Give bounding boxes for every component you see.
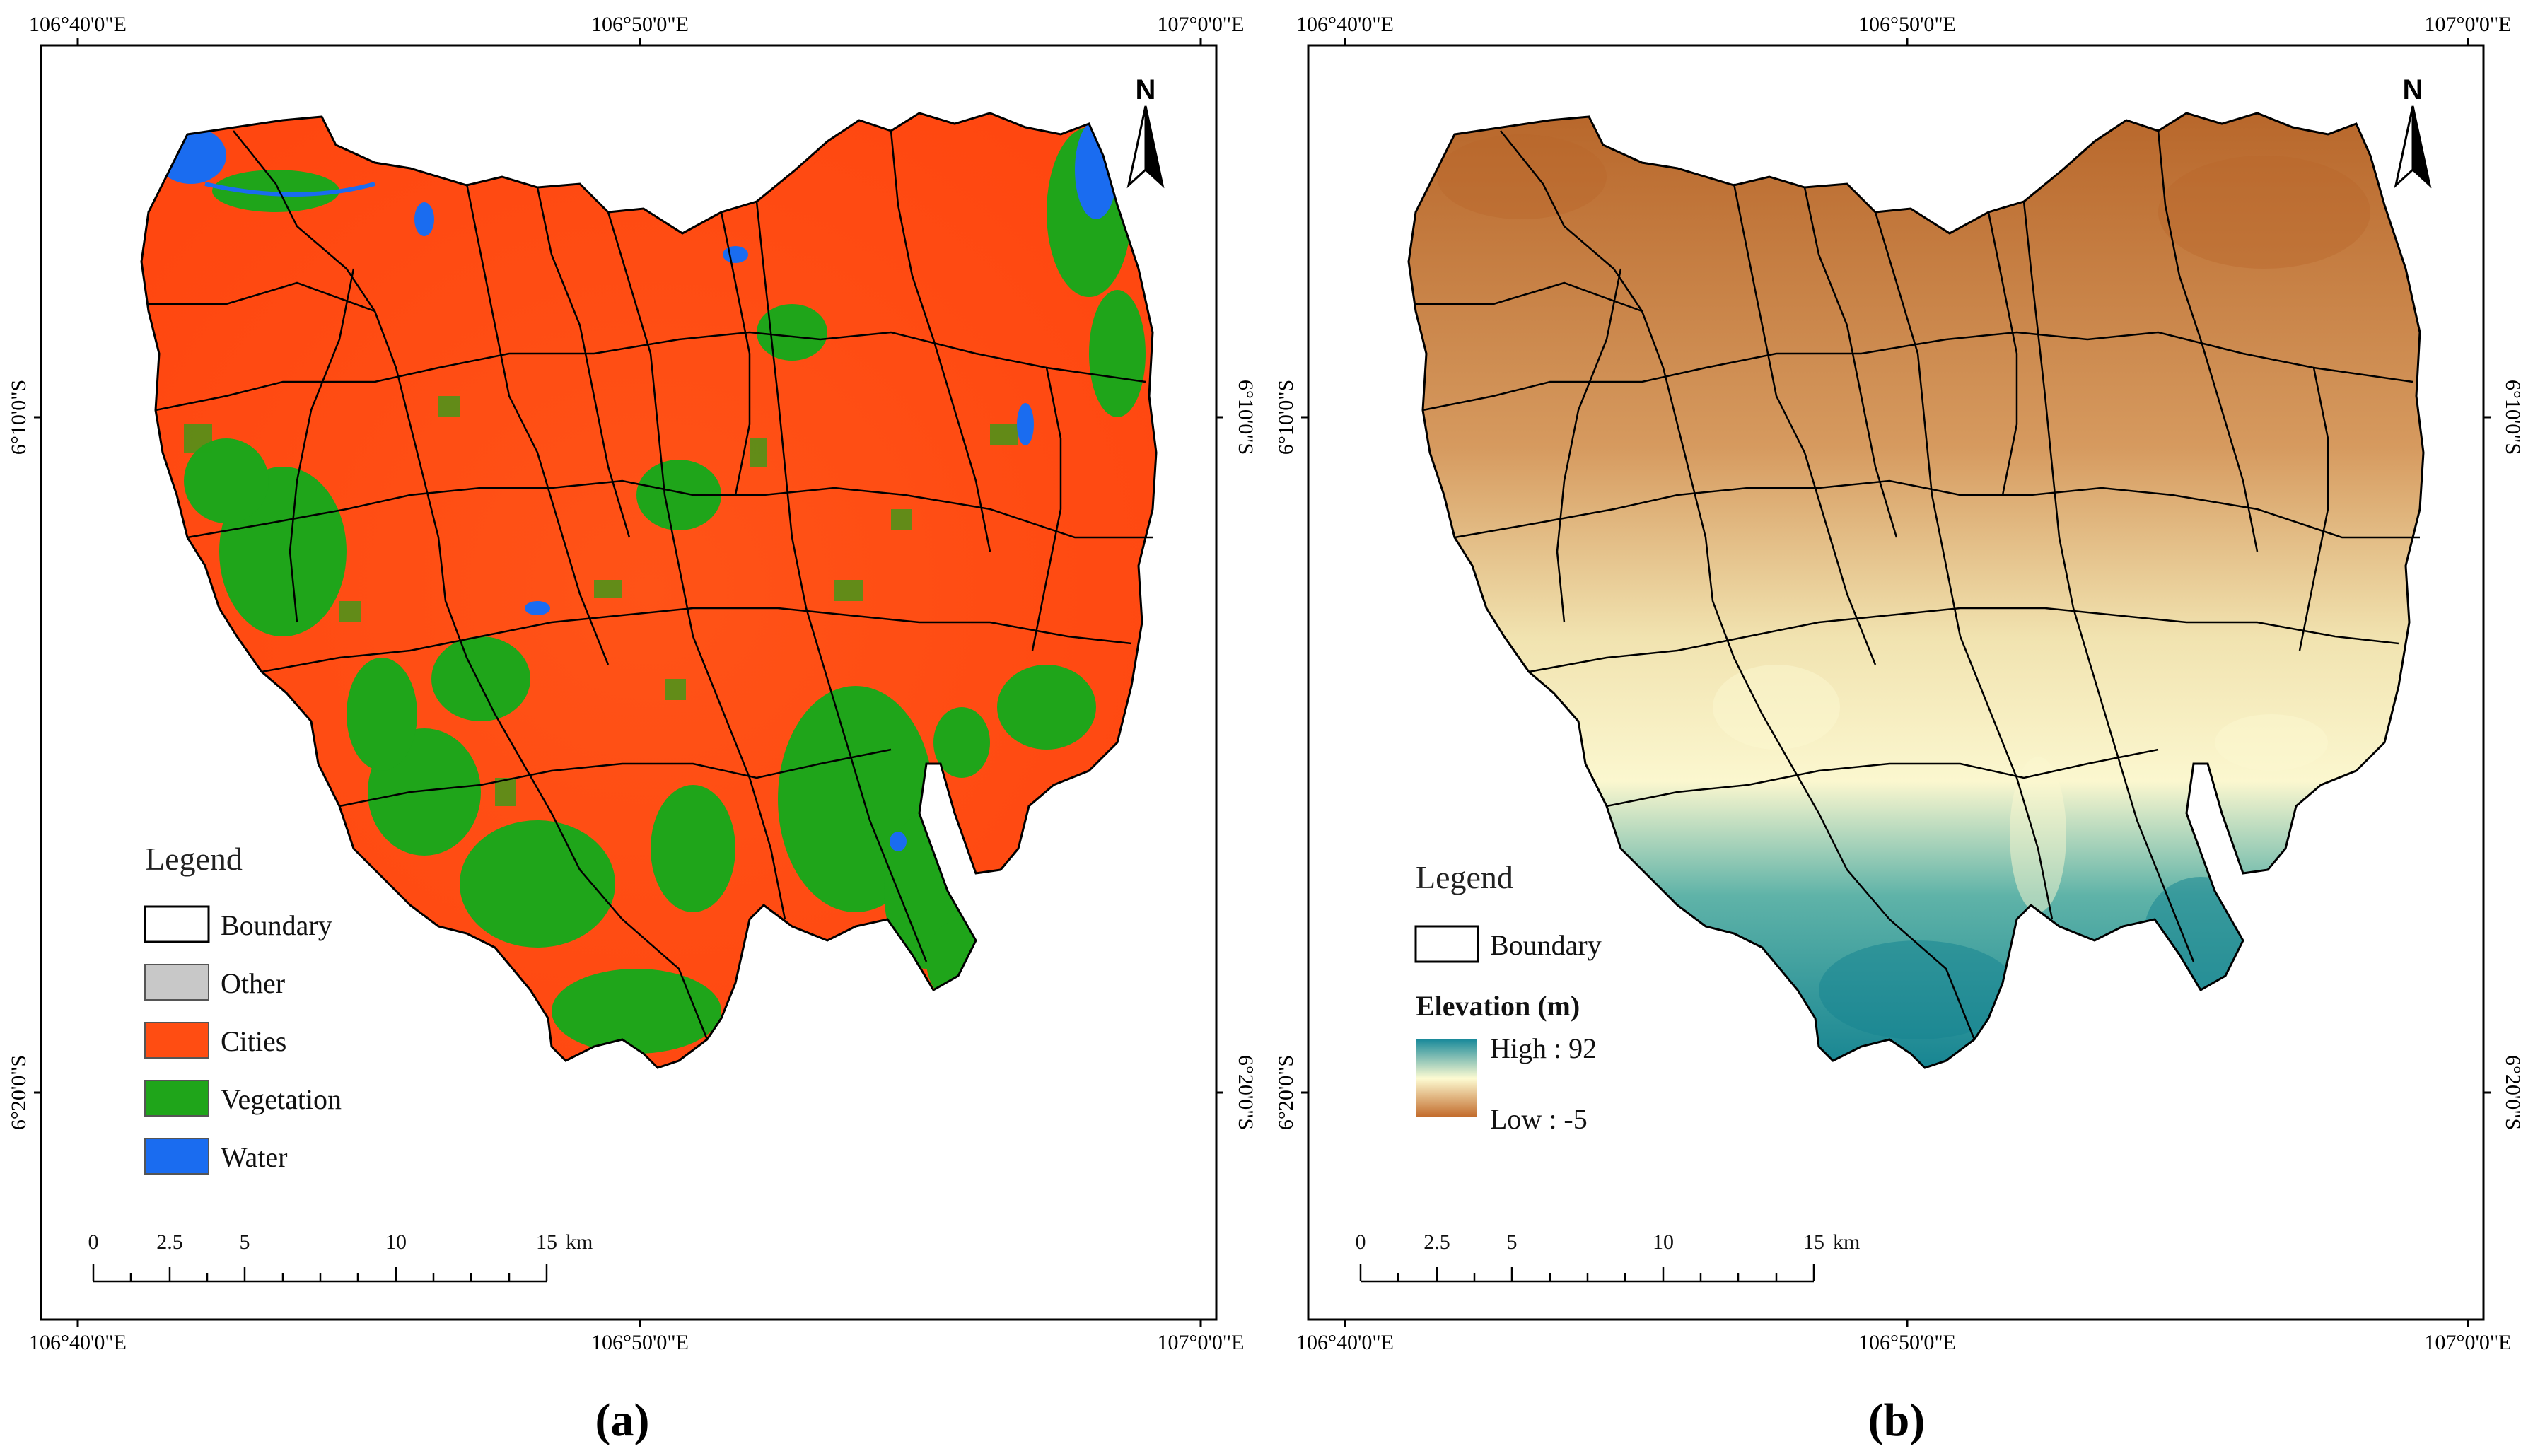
legend-label: Boundary [221,909,332,941]
panel-a: 106°40'0"E 106°50'0"E 107°0'0"E 106°40'0… [7,13,1257,1446]
scale-tick-1-b: 2.5 [1423,1230,1450,1254]
legend-item-vegetation-a: Vegetation [144,1080,342,1117]
scale-tick-4-a: 15 [536,1230,557,1254]
scale-tick-2-b: 5 [1507,1230,1518,1254]
coord-bottom-3-b: 107°0'0"E [2425,1331,2512,1354]
coord-bottom-1-b: 106°40'0"E [1296,1331,1394,1354]
coord-top-3-a: 107°0'0"E [1158,13,1245,36]
legend-b: Legend Boundary Elevation (m) High : 92 … [1414,859,1602,1135]
coord-bottom-1-a: 106°40'0"E [29,1331,127,1354]
scale-tick-0-a: 0 [88,1230,99,1254]
legend-ramp-low: Low : -5 [1490,1103,1588,1135]
scale-bar-a: 0 2.5 5 10 15 km [88,1230,593,1283]
landcover-map [140,112,1158,1069]
legend-item-boundary-a: Boundary [144,905,332,943]
coord-top-3-b: 107°0'0"E [2425,13,2512,36]
scale-tick-1-a: 2.5 [156,1230,183,1254]
coord-bottom-3-a: 107°0'0"E [1158,1331,1245,1354]
coord-top-1-b: 106°40'0"E [1296,13,1394,36]
legend-label: Other [221,967,285,999]
legend-title-a: Legend [145,841,243,877]
coord-top-2-b: 106°50'0"E [1858,13,1956,36]
coord-right-1-b: 6°10'0"S [2501,380,2525,455]
legend-item-other-a: Other [144,964,285,1001]
scale-tick-4-b: 15 [1803,1230,1824,1254]
coord-left-2-a: 6°20'0"S [7,1055,30,1130]
graticule-ticks-a [34,38,1223,1327]
coord-top-2-a: 106°50'0"E [591,13,689,36]
coord-right-2-b: 6°20'0"S [2501,1055,2525,1130]
coord-right-2-a: 6°20'0"S [1234,1055,1257,1130]
coord-left-1-b: 6°10'0"S [1274,380,1298,455]
coord-bottom-2-b: 106°50'0"E [1858,1331,1956,1354]
legend-item-boundary-b: Boundary [1414,925,1602,963]
legend-ramp-title: Elevation (m) [1416,990,1580,1022]
scale-unit-a: km [566,1230,593,1254]
legend-label: Cities [221,1025,286,1057]
legend-ramp-high: High : 92 [1490,1032,1597,1064]
coord-right-1-a: 6°10'0"S [1234,380,1257,455]
elevation-texture [1437,134,2370,1039]
legend-title-b: Legend [1416,859,1513,895]
coord-top-1-a: 106°40'0"E [29,13,127,36]
elevation-map [1407,112,2425,1069]
scale-unit-b: km [1833,1230,1860,1254]
legend-item-water-a: Water [144,1138,288,1175]
north-label-a: N [1136,74,1156,105]
graticule-ticks-b [1301,38,2491,1327]
scale-tick-3-a: 10 [385,1230,407,1254]
vegetation-patches [156,120,1146,1054]
scale-tick-3-b: 10 [1653,1230,1674,1254]
legend-label: Water [221,1141,288,1173]
north-arrow-b: N [2394,74,2432,189]
panel-label-b: (b) [1868,1394,1926,1446]
legend-label: Vegetation [221,1083,342,1115]
coord-bottom-2-a: 106°50'0"E [591,1331,689,1354]
elevation-ramp [1416,1039,1477,1117]
panel-label-a: (a) [595,1394,650,1446]
north-label-b: N [2403,74,2423,105]
coord-left-1-a: 6°10'0"S [7,380,30,455]
panel-b: 106°40'0"E 106°50'0"E 107°0'0"E 106°40'0… [1274,13,2525,1446]
legend-a: Legend Boundary Other Cities Vegetation … [144,841,342,1175]
north-arrow-a: N [1126,74,1165,189]
legend-item-cities-a: Cities [144,1022,286,1059]
legend-label: Boundary [1490,929,1602,961]
scale-bar-b: 0 2.5 5 10 15 km [1356,1230,1860,1283]
coord-left-2-b: 6°20'0"S [1274,1055,1298,1130]
scale-tick-2-a: 5 [240,1230,250,1254]
scale-tick-0-b: 0 [1356,1230,1366,1254]
